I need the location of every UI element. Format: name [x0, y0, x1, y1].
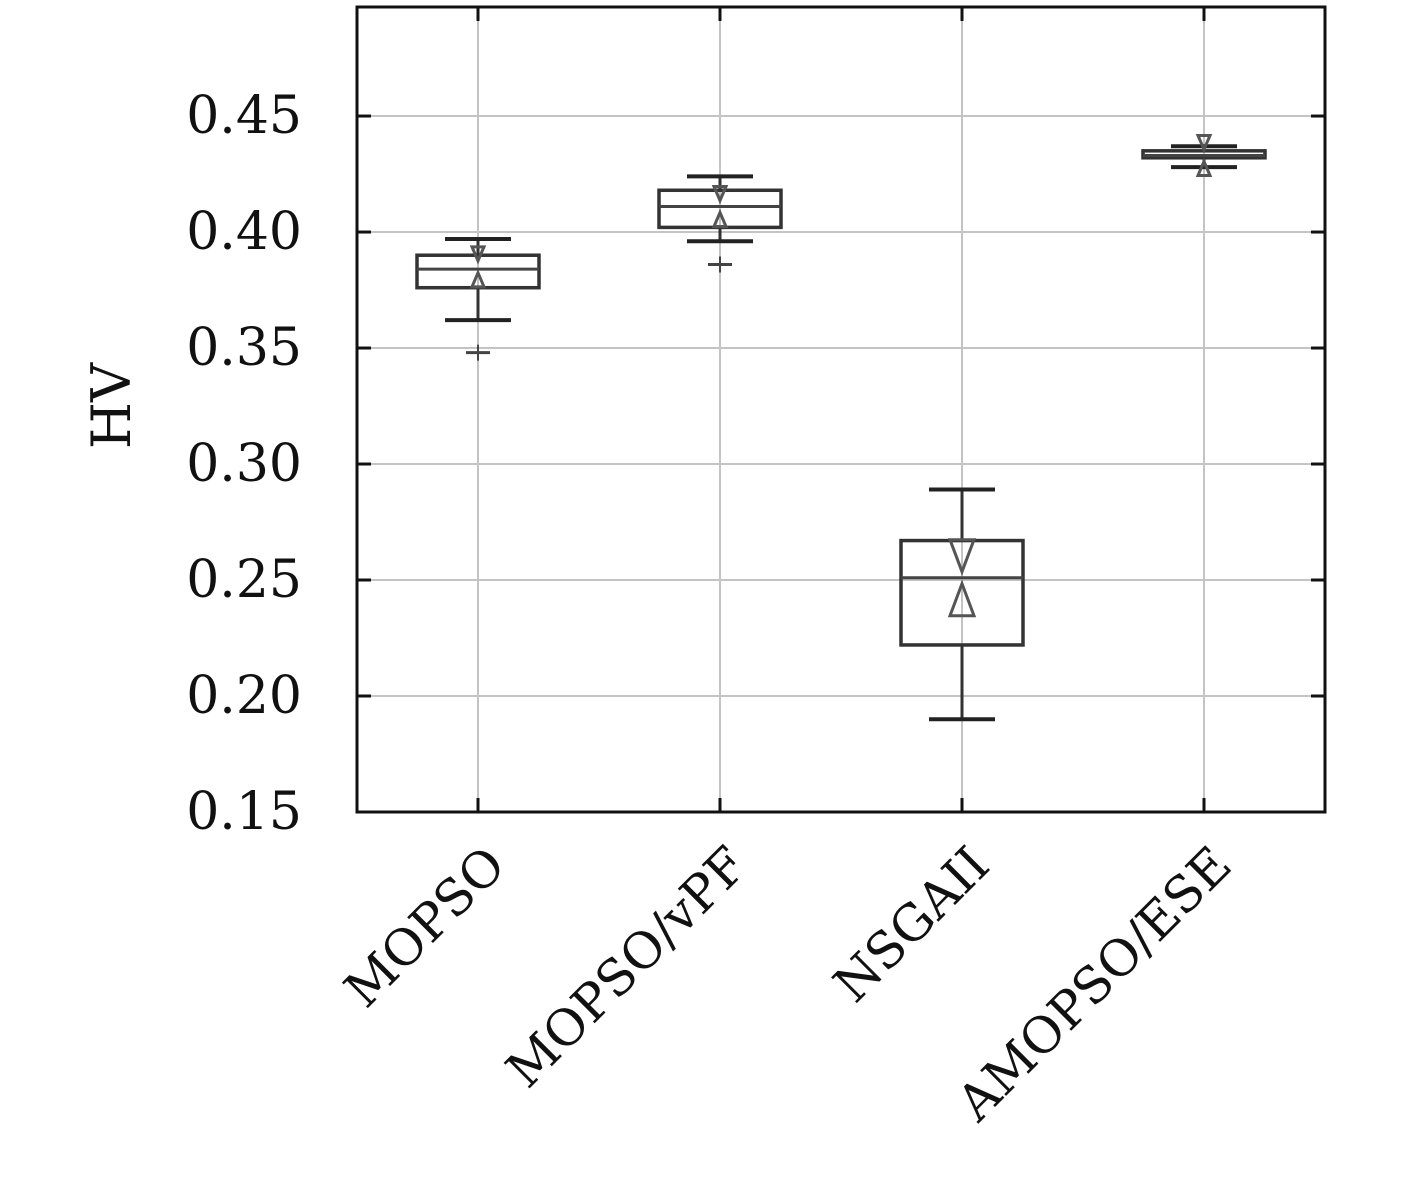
y-tick-label: 0.30	[186, 434, 302, 494]
x-category-label: MOPSO/vPF	[495, 835, 758, 1098]
y-tick-label: 0.40	[186, 202, 302, 262]
x-category-label: NSGAII	[823, 835, 1001, 1013]
box-1	[657, 174, 783, 273]
y-tick-label: 0.15	[186, 782, 302, 842]
box-2	[899, 487, 1025, 722]
mean-marker-up	[711, 208, 729, 229]
mean-marker-down	[1195, 133, 1213, 154]
plot-frame	[355, 5, 1327, 814]
grid-lines	[357, 7, 1325, 812]
mean-marker-up	[1195, 157, 1213, 177]
box-3	[1141, 133, 1267, 177]
y-tick-label: 0.20	[186, 666, 302, 726]
y-tick-label: 0.45	[186, 86, 302, 146]
mean-marker-down	[711, 185, 729, 205]
y-axis-title: HV	[80, 362, 143, 449]
mean-marker-up	[947, 579, 977, 618]
y-tick-label: 0.25	[186, 550, 302, 610]
x-category-label: MOPSO	[333, 835, 516, 1018]
mean-marker-down	[469, 245, 487, 265]
mean-marker-up	[469, 269, 487, 289]
y-axis-ticks: 0.15 0.20 0.25 0.30 0.35 0.40 0.45	[186, 86, 1325, 842]
mean-marker-down	[947, 538, 977, 576]
box-series	[415, 133, 1267, 722]
box-0	[415, 236, 541, 361]
y-tick-label: 0.35	[186, 318, 302, 378]
